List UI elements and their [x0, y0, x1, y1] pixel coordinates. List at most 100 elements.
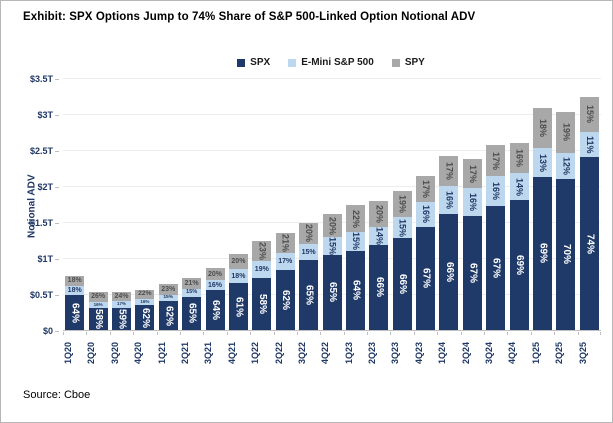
gridline — [63, 78, 601, 79]
x-tick-mark — [320, 332, 322, 335]
segment-label: 15% — [350, 232, 361, 251]
x-tick-mark — [343, 332, 345, 335]
segment-label: 16% — [444, 191, 455, 210]
segment-spy-1q23: 22% — [345, 204, 365, 233]
segment-label: 22% — [138, 290, 152, 298]
segment-spy-4q23: 17% — [416, 175, 436, 203]
y-tick-mark — [55, 187, 59, 188]
bar-1q24: 66% 16% 17% — [439, 154, 459, 330]
x-tick-mark — [577, 332, 579, 335]
segment-e-mini-s-p-500-2q20: 16% — [88, 301, 108, 308]
spx-swatch-icon — [237, 58, 246, 67]
bar-1q22: 58% 19% 23% — [252, 240, 272, 330]
segment-label: 16% — [93, 301, 103, 307]
x-tick-mark — [226, 332, 228, 335]
segment-spy-3q23: 19% — [392, 191, 412, 218]
segment-e-mini-s-p-500-1q21: 15% — [158, 294, 178, 302]
segment-e-mini-s-p-500-3q24: 16% — [486, 176, 506, 207]
segment-spy-3q25: 15% — [579, 96, 599, 132]
bar-3q20: 59% 17% 24% — [111, 291, 131, 330]
segment-label: 19% — [254, 266, 269, 274]
segment-label: 69% — [537, 243, 549, 264]
x-tick-mark — [273, 332, 275, 335]
segment-e-mini-s-p-500-1q20: 18% — [65, 285, 85, 296]
x-axis: 1Q20 2Q20 3Q20 4Q20 1Q21 2Q21 3Q21 4Q21 1Q22 2Q22… — [63, 332, 601, 374]
y-tick-label: $2T — [37, 182, 53, 192]
bar-2q24: 67% 16% 17% — [462, 159, 482, 330]
x-tick-mark — [484, 332, 486, 335]
segment-e-mini-s-p-500-4q24: 14% — [509, 173, 529, 200]
segment-spy-1q22: 23% — [252, 240, 272, 262]
x-tick-label-3q23: 3Q23 — [390, 341, 401, 365]
segment-spx-1q22: 58% — [252, 278, 272, 330]
segment-label: 67% — [420, 268, 432, 289]
bar-4q20: 62% 16% 22% — [135, 290, 155, 330]
y-tick-mark — [55, 151, 59, 152]
segment-label: 19% — [561, 123, 572, 142]
x-tick-mark — [156, 332, 158, 335]
segment-label: 12% — [561, 156, 572, 175]
segment-e-mini-s-p-500-3q23: 15% — [392, 217, 412, 239]
x-tick-mark — [600, 332, 601, 335]
bar-4q21: 61% 18% 20% — [228, 253, 248, 330]
segment-spy-3q22: 20% — [299, 222, 319, 245]
segment-spx-1q24: 66% — [439, 214, 459, 330]
emini-swatch-icon — [288, 58, 297, 67]
x-tick-label-4q20: 4Q20 — [133, 341, 144, 365]
bar-1q20: 64% 18% 18% — [65, 276, 85, 330]
segment-e-mini-s-p-500-1q24: 16% — [439, 185, 459, 215]
segment-spx-1q23: 64% — [345, 250, 365, 330]
x-tick-label-1q22: 1Q22 — [250, 341, 261, 365]
gridline — [63, 114, 601, 115]
segment-label: 18% — [67, 287, 82, 295]
y-tick-label: $0 — [42, 326, 53, 336]
segment-spx-1q20: 64% — [65, 295, 85, 330]
x-tick-mark — [179, 332, 181, 335]
segment-label: 18% — [538, 119, 549, 138]
legend: SPX E-Mini S&P 500 SPY — [61, 57, 601, 68]
segment-spx-1q25: 69% — [533, 177, 553, 330]
segment-e-mini-s-p-500-4q21: 18% — [228, 269, 248, 284]
segment-label: 20% — [374, 205, 385, 224]
segment-spx-3q25: 74% — [579, 157, 599, 330]
x-tick-label-2q21: 2Q21 — [179, 341, 190, 365]
x-tick-mark — [63, 332, 64, 335]
segment-spy-4q21: 20% — [228, 253, 248, 270]
segment-e-mini-s-p-500-1q22: 19% — [252, 261, 272, 279]
chart-title: Exhibit: SPX Options Jump to 74% Share o… — [23, 11, 476, 23]
bar-4q24: 69% 14% 16% — [509, 141, 529, 330]
segment-label: 16% — [467, 193, 478, 212]
bar-3q22: 65% 15% 20% — [299, 222, 319, 330]
segment-label: 22% — [350, 209, 361, 228]
segment-label: 74% — [584, 233, 596, 254]
x-tick-label-2q25: 2Q25 — [554, 341, 565, 365]
segment-e-mini-s-p-500-3q25: 11% — [579, 131, 599, 158]
x-tick-mark — [554, 332, 556, 335]
x-tick-label-1q25: 1Q25 — [530, 341, 541, 365]
x-tick-label-4q23: 4Q23 — [413, 341, 424, 365]
segment-spy-2q22: 21% — [275, 232, 295, 254]
bar-1q23: 64% 15% 22% — [345, 204, 365, 330]
x-tick-mark — [133, 332, 135, 335]
segment-e-mini-s-p-500-4q20: 16% — [135, 299, 155, 306]
segment-spy-2q20: 26% — [88, 291, 108, 302]
segment-label: 14% — [514, 177, 525, 196]
x-tick-mark — [437, 332, 439, 335]
y-tick-label: $0.5T — [29, 290, 53, 300]
segment-spy-1q25: 18% — [533, 108, 553, 149]
segment-label: 16% — [208, 281, 223, 289]
segment-e-mini-s-p-500-3q21: 16% — [205, 280, 225, 291]
spy-swatch-icon — [391, 58, 400, 67]
segment-label: 58% — [256, 294, 268, 315]
gridline — [63, 186, 601, 187]
segment-label: 15% — [163, 294, 174, 300]
segment-label: 16% — [140, 299, 150, 305]
segment-label: 16% — [491, 182, 502, 201]
segment-label: 64% — [69, 302, 81, 323]
x-tick-mark — [530, 332, 532, 335]
segment-spx-3q21: 64% — [205, 290, 225, 330]
segment-spx-4q24: 69% — [509, 199, 529, 330]
x-tick-label-2q22: 2Q22 — [273, 341, 284, 365]
segment-e-mini-s-p-500-2q25: 12% — [556, 152, 576, 179]
